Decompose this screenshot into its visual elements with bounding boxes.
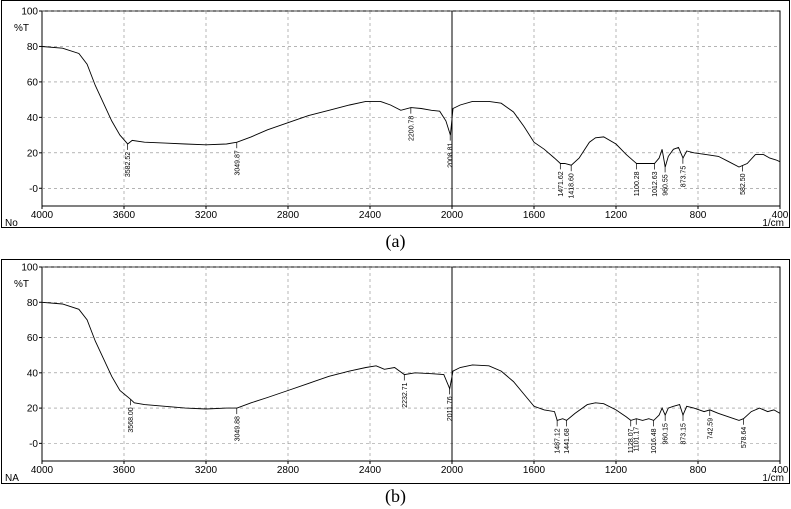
- x-tick-label: 2000: [441, 210, 464, 221]
- peak-label: 1128.07: [628, 428, 635, 453]
- peak-label: 2200.78: [408, 116, 415, 141]
- spectrum-chart-b: 100 80 60 40 20 -0 4000 3600 3200 2800 2400 2000 160…: [5, 263, 789, 484]
- x-tick-label: 4000: [31, 210, 54, 221]
- y-tick-label: 20: [27, 148, 39, 159]
- peak-label: 742.59: [707, 418, 714, 440]
- x-tick-label: 3200: [195, 465, 218, 476]
- x-tick-label: 4000: [31, 465, 54, 476]
- peak-label: 3568.00: [128, 407, 135, 432]
- y-tick-label: 60: [27, 77, 39, 88]
- peak-label: 578.64: [741, 427, 748, 449]
- caption-b: (b): [385, 486, 406, 506]
- x-tick-label: 1200: [605, 465, 628, 476]
- x-tick-label: 400: [772, 210, 789, 221]
- peak-label: 960.55: [663, 174, 670, 196]
- x-tick-label: 2400: [359, 465, 382, 476]
- peak-label: 1012.63: [652, 171, 659, 196]
- peak-label: 873.15: [681, 423, 688, 445]
- y-tick-label: -0: [29, 439, 38, 450]
- corner-label: NA: [5, 473, 19, 483]
- peak-label: 2008.81: [448, 142, 455, 167]
- x-tick-label: 1600: [523, 465, 546, 476]
- peak-label: 582.50: [740, 173, 747, 195]
- peak-label: 2232.71: [402, 382, 409, 407]
- corner-label: No: [5, 218, 18, 227]
- y-tick-label: 20: [27, 404, 39, 415]
- peak-label: 1471.62: [558, 171, 565, 196]
- x-tick-label: 2400: [359, 210, 382, 221]
- peak-label: 3582.52: [125, 152, 132, 177]
- y-axis-label: %T: [14, 23, 29, 34]
- y-tick-label: 100: [21, 263, 38, 274]
- y-tick-label: 80: [27, 42, 39, 53]
- y-tick-label: 40: [27, 113, 39, 124]
- x-tick-label: 2000: [441, 465, 464, 476]
- y-tick-label: 40: [27, 368, 39, 379]
- peak-label: 2011.76: [447, 396, 454, 421]
- x-tick-label: 2800: [277, 465, 300, 476]
- spectrum-chart-a: 100 80 60 40 20 -0 4000 3600 3200 2800 2400 2000 160…: [5, 7, 789, 228]
- x-tick-label: 3600: [113, 465, 136, 476]
- peak-label: 873.75: [680, 166, 687, 188]
- y-tick-label: 100: [21, 7, 38, 18]
- x-tick-label: 3600: [113, 210, 136, 221]
- x-tick-label: 800: [690, 465, 707, 476]
- peak-label: 1100.28: [634, 171, 641, 196]
- peak-label: 1016.48: [651, 428, 658, 453]
- x-tick-label: 2800: [277, 210, 300, 221]
- spectrum-panel-a: 100 80 60 40 20 -0 4000 3600 3200 2800 2400 2000 160…: [1, 0, 790, 228]
- x-unit-label: 1/cm: [762, 473, 784, 483]
- caption-a: (a): [385, 231, 406, 251]
- y-tick-label: 60: [27, 333, 39, 344]
- spectrum-line: [41, 46, 781, 168]
- x-tick-label: 800: [690, 210, 707, 221]
- peak-label: 3049.88: [234, 416, 241, 441]
- spectrum-panel-b: 100 80 60 40 20 -0 4000 3600 3200 2800 2400 2000 160…: [1, 259, 790, 484]
- peak-label: 1101.17: [634, 427, 641, 452]
- peak-label: 3049.87: [234, 150, 241, 175]
- x-tick-label: 1200: [605, 210, 628, 221]
- peak-label: 1487.12: [555, 428, 562, 453]
- y-tick-label: -0: [29, 184, 38, 195]
- spectrum-line: [41, 301, 781, 421]
- peak-label: 960.15: [663, 423, 670, 445]
- y-axis-label: %T: [14, 279, 29, 290]
- peak-label: 1441.68: [564, 428, 571, 453]
- x-tick-label: 1600: [523, 210, 546, 221]
- peak-label: 1418.60: [569, 173, 576, 198]
- x-tick-label: 400: [772, 465, 789, 476]
- x-tick-label: 3200: [195, 210, 218, 221]
- x-unit-label: 1/cm: [762, 218, 784, 227]
- y-tick-label: 80: [27, 298, 39, 309]
